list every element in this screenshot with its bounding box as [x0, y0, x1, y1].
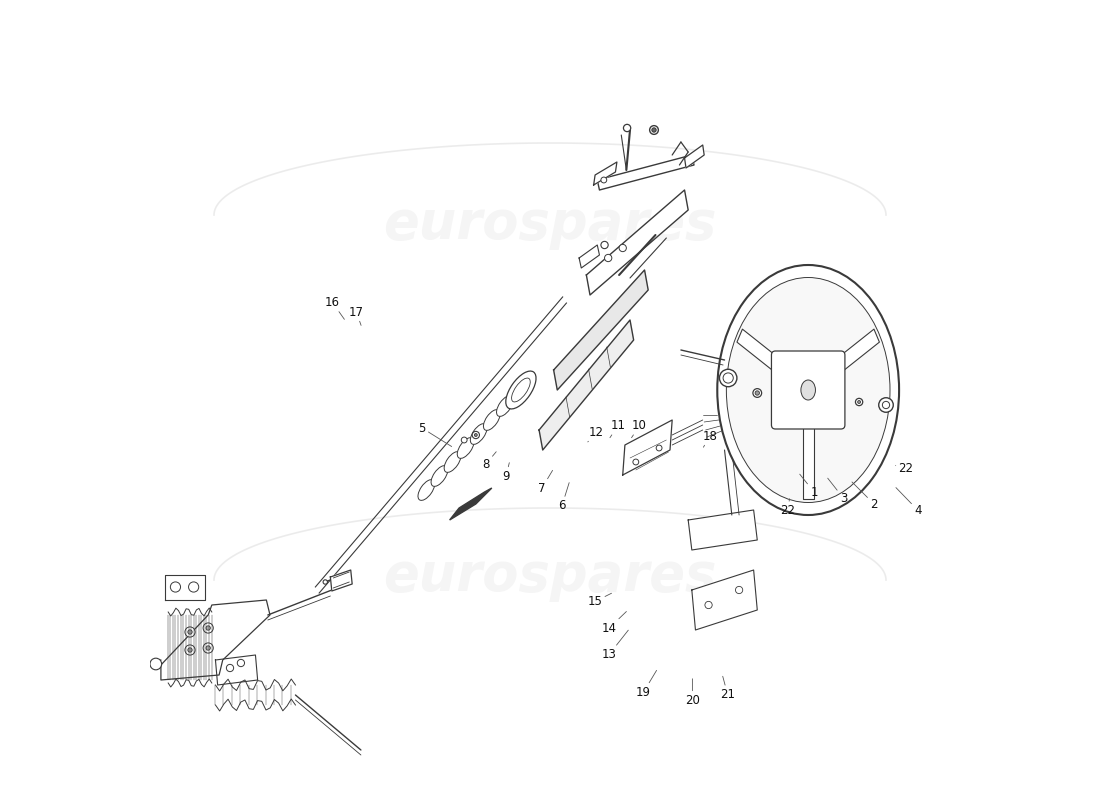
Circle shape — [170, 582, 180, 592]
Circle shape — [472, 431, 480, 438]
Circle shape — [185, 627, 195, 637]
Polygon shape — [579, 245, 600, 268]
Text: 11: 11 — [609, 419, 626, 438]
Ellipse shape — [471, 424, 487, 444]
Text: 3: 3 — [827, 478, 847, 505]
Circle shape — [705, 602, 712, 609]
Text: 19: 19 — [636, 670, 657, 698]
Circle shape — [650, 126, 659, 134]
Circle shape — [858, 401, 860, 403]
Text: 22: 22 — [780, 498, 795, 517]
Ellipse shape — [444, 452, 461, 472]
Circle shape — [605, 254, 612, 262]
Text: 1: 1 — [800, 474, 817, 498]
Circle shape — [752, 389, 761, 398]
Polygon shape — [165, 575, 205, 600]
Circle shape — [188, 648, 192, 652]
Circle shape — [824, 400, 828, 404]
Circle shape — [719, 370, 737, 386]
Circle shape — [188, 630, 192, 634]
Text: 8: 8 — [482, 452, 496, 470]
Text: 21: 21 — [720, 676, 735, 701]
Ellipse shape — [717, 265, 899, 515]
Text: 12: 12 — [587, 426, 604, 442]
Circle shape — [185, 645, 195, 655]
Text: 17: 17 — [349, 306, 364, 326]
Circle shape — [474, 434, 477, 437]
Text: 14: 14 — [602, 611, 626, 634]
Ellipse shape — [509, 382, 527, 402]
Text: 13: 13 — [602, 630, 628, 661]
Text: 22: 22 — [895, 462, 913, 474]
Circle shape — [723, 373, 734, 383]
Text: 7: 7 — [538, 470, 552, 494]
Circle shape — [323, 580, 328, 584]
Text: 2: 2 — [852, 482, 878, 510]
Ellipse shape — [506, 371, 536, 409]
Ellipse shape — [512, 378, 530, 402]
Circle shape — [150, 658, 162, 670]
Ellipse shape — [458, 438, 474, 458]
Text: 4: 4 — [895, 487, 922, 517]
Circle shape — [601, 242, 608, 249]
FancyBboxPatch shape — [771, 351, 845, 429]
Text: 15: 15 — [587, 594, 612, 608]
Circle shape — [624, 124, 630, 132]
Circle shape — [632, 459, 639, 465]
Text: eurospares: eurospares — [383, 198, 717, 250]
Ellipse shape — [418, 480, 434, 500]
Polygon shape — [216, 655, 257, 685]
Polygon shape — [450, 488, 492, 520]
Circle shape — [206, 626, 210, 630]
Ellipse shape — [431, 466, 448, 486]
Circle shape — [822, 397, 832, 407]
Text: 6: 6 — [558, 482, 569, 512]
Circle shape — [879, 398, 893, 412]
Ellipse shape — [496, 396, 514, 416]
Circle shape — [657, 445, 662, 451]
Text: 10: 10 — [631, 419, 647, 438]
Polygon shape — [586, 190, 689, 295]
Text: 5: 5 — [418, 422, 452, 446]
Circle shape — [882, 402, 890, 409]
Circle shape — [755, 391, 759, 395]
Polygon shape — [689, 510, 757, 550]
Circle shape — [601, 177, 607, 183]
Polygon shape — [684, 145, 704, 168]
Polygon shape — [597, 155, 694, 190]
Circle shape — [856, 398, 862, 406]
Polygon shape — [330, 570, 352, 591]
Text: 16: 16 — [324, 296, 344, 319]
Circle shape — [461, 437, 468, 443]
Circle shape — [619, 244, 626, 252]
Polygon shape — [803, 418, 814, 498]
Polygon shape — [737, 329, 793, 382]
Circle shape — [206, 646, 210, 650]
Circle shape — [736, 586, 743, 594]
Polygon shape — [692, 570, 757, 630]
Polygon shape — [623, 420, 672, 475]
Polygon shape — [823, 329, 879, 382]
Circle shape — [788, 395, 792, 399]
Polygon shape — [594, 162, 617, 185]
Circle shape — [785, 393, 794, 402]
Ellipse shape — [483, 410, 500, 430]
Circle shape — [188, 582, 199, 592]
Text: 9: 9 — [503, 462, 509, 482]
Polygon shape — [161, 600, 270, 680]
Ellipse shape — [801, 380, 815, 400]
Text: 18: 18 — [703, 430, 717, 447]
Ellipse shape — [726, 278, 890, 502]
Polygon shape — [539, 320, 634, 450]
Text: eurospares: eurospares — [383, 550, 717, 602]
Circle shape — [204, 643, 213, 653]
Circle shape — [652, 128, 657, 132]
Circle shape — [238, 659, 244, 666]
Circle shape — [204, 623, 213, 633]
Text: 20: 20 — [685, 678, 700, 706]
Polygon shape — [553, 270, 648, 390]
Ellipse shape — [790, 365, 826, 415]
Circle shape — [227, 664, 233, 672]
